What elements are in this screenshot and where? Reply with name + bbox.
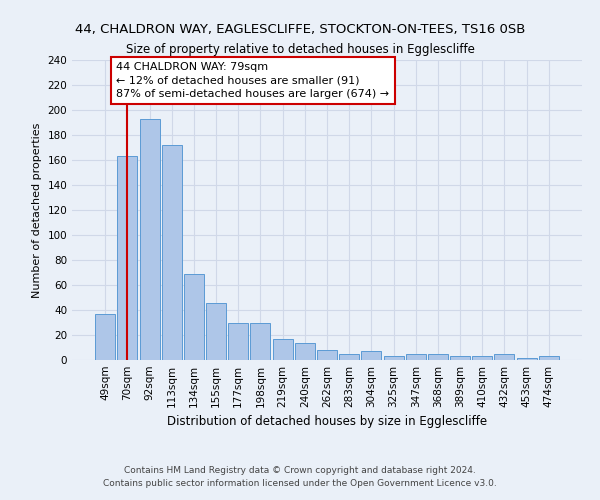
Bar [494, 354, 514, 360]
Text: 44, CHALDRON WAY, EAGLESCLIFFE, STOCKTON-ON-TEES, TS16 0SB: 44, CHALDRON WAY, EAGLESCLIFFE, STOCKTON… [75, 22, 525, 36]
Bar [272, 339, 293, 360]
Bar [317, 350, 337, 360]
Bar [184, 274, 204, 360]
Bar [428, 354, 448, 360]
Text: 44 CHALDRON WAY: 79sqm
← 12% of detached houses are smaller (91)
87% of semi-det: 44 CHALDRON WAY: 79sqm ← 12% of detached… [116, 62, 389, 99]
Bar [517, 358, 536, 360]
Bar [339, 354, 359, 360]
Bar [206, 302, 226, 360]
Y-axis label: Number of detached properties: Number of detached properties [32, 122, 42, 298]
Bar [140, 118, 160, 360]
Bar [228, 322, 248, 360]
Bar [383, 356, 404, 360]
Bar [406, 354, 426, 360]
Bar [361, 351, 382, 360]
Text: Contains HM Land Registry data © Crown copyright and database right 2024.
Contai: Contains HM Land Registry data © Crown c… [103, 466, 497, 487]
Bar [472, 356, 492, 360]
Bar [539, 356, 559, 360]
Bar [95, 314, 115, 360]
X-axis label: Distribution of detached houses by size in Egglescliffe: Distribution of detached houses by size … [167, 416, 487, 428]
Bar [450, 356, 470, 360]
Bar [118, 156, 137, 360]
Bar [295, 342, 315, 360]
Text: Size of property relative to detached houses in Egglescliffe: Size of property relative to detached ho… [125, 42, 475, 56]
Bar [162, 145, 182, 360]
Bar [250, 322, 271, 360]
